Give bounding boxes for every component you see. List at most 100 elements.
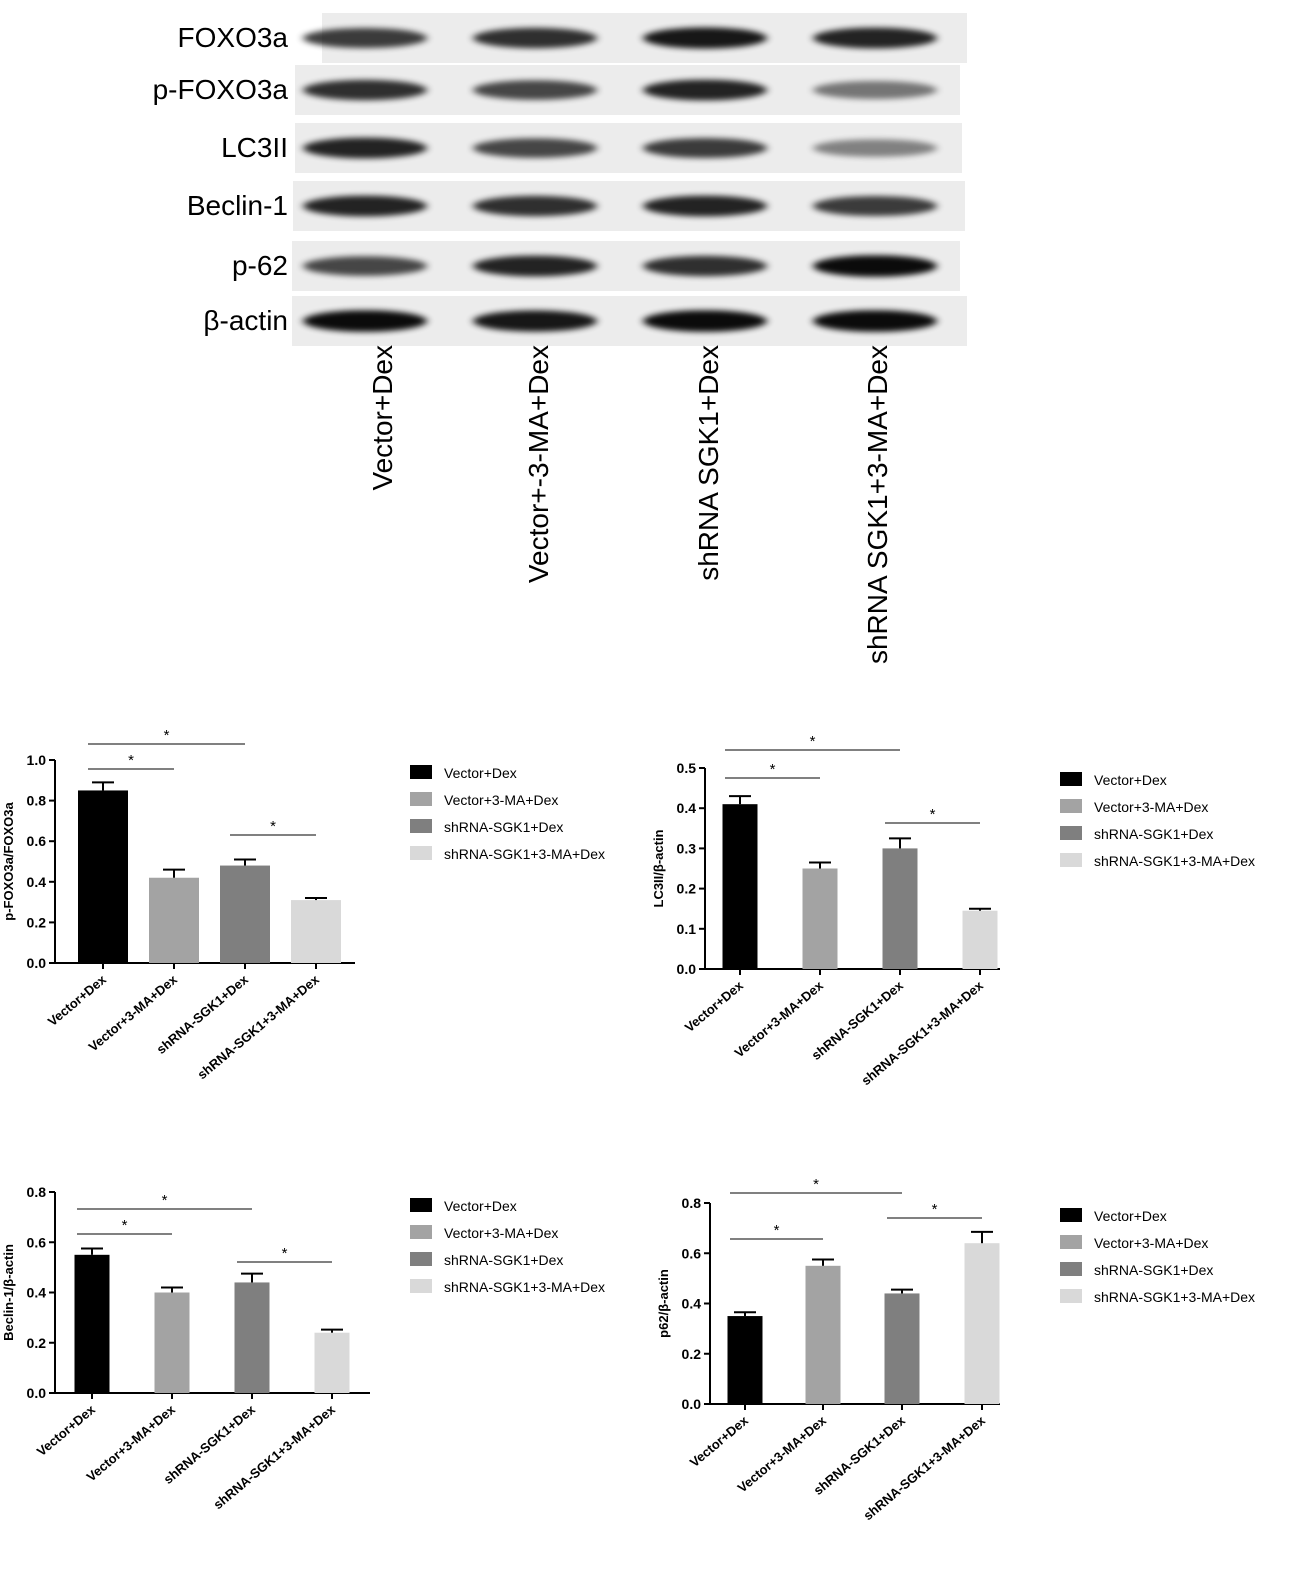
band: [643, 310, 767, 332]
legend-swatch: [410, 846, 432, 860]
y-axis-label: p62/β-actin: [656, 1269, 671, 1338]
significance-label: *: [930, 806, 936, 823]
y-axis-label: LC3II/β-actin: [651, 829, 666, 907]
legend-label: Vector+Dex: [1094, 772, 1167, 788]
y-tick-label: 1.0: [27, 752, 47, 768]
western-blot: FOXO3a p-FOXO3a LC3II Beclin-1 p-62 β-actin Ve…: [153, 13, 967, 664]
legend-swatch: [410, 1279, 432, 1293]
legend-label: shRNA-SGK1+3-MA+Dex: [444, 1279, 605, 1295]
legend-label: shRNA-SGK1+3-MA+Dex: [1094, 853, 1255, 869]
bar: [291, 900, 341, 963]
legend-label: Vector+3-MA+Dex: [1094, 799, 1208, 815]
significance-label: *: [122, 1217, 128, 1234]
y-tick-label: 0.4: [677, 800, 697, 816]
significance-label: *: [774, 1222, 780, 1239]
legend-label: Vector+Dex: [444, 765, 517, 781]
bar: [964, 1243, 1000, 1404]
y-tick-label: 0.6: [27, 1234, 47, 1250]
bar: [962, 910, 998, 969]
significance-label: *: [128, 752, 134, 769]
legend-swatch: [1060, 1262, 1082, 1276]
y-tick-label: 0.6: [682, 1245, 702, 1261]
bar: [154, 1292, 190, 1393]
legend-label: shRNA-SGK1+Dex: [1094, 826, 1213, 842]
bar-charts: 0.0 0.2 0.4 0.6 0.8 1.0 p-FOXO3a/FOXO3a Vector+…: [1, 727, 1255, 1523]
legend-swatch: [1060, 799, 1082, 813]
significance-label: *: [282, 1245, 288, 1262]
x-tick-label: Vector+Dex: [682, 977, 747, 1035]
bar: [882, 848, 918, 969]
band: [643, 255, 767, 277]
x-tick-label: Vector+Dex: [687, 1412, 752, 1470]
legend-label: Vector+3-MA+Dex: [444, 1225, 558, 1241]
bar: [884, 1293, 920, 1404]
band: [813, 310, 937, 332]
blot-row-label: Beclin-1: [187, 190, 288, 221]
legend-swatch: [410, 819, 432, 833]
band: [303, 79, 427, 101]
bar-chart: 0.0 0.2 0.4 0.6 0.8 p62/β-actin Vector+Dex Vect…: [656, 1176, 1255, 1523]
band: [303, 310, 427, 332]
y-tick-label: 0.0: [27, 955, 47, 971]
band: [643, 195, 767, 217]
legend-label: Vector+Dex: [1094, 1208, 1167, 1224]
bar: [805, 1265, 841, 1404]
y-tick-label: 0.8: [682, 1195, 702, 1211]
legend-swatch: [1060, 772, 1082, 786]
y-tick-label: 0.2: [677, 881, 697, 897]
x-tick-label: Vector+Dex: [34, 1401, 99, 1459]
blot-row-label: FOXO3a: [178, 22, 289, 53]
lane-label: shRNA SGK1+Dex: [693, 345, 724, 581]
legend-swatch: [1060, 1235, 1082, 1249]
legend-swatch: [410, 1198, 432, 1212]
band: [303, 137, 427, 159]
significance-label: *: [164, 727, 170, 744]
band: [813, 196, 937, 216]
y-tick-label: 0.2: [682, 1346, 702, 1362]
bar: [78, 790, 128, 963]
significance-label: *: [810, 733, 816, 750]
bar: [314, 1332, 350, 1393]
y-tick-label: 0.3: [677, 840, 697, 856]
y-tick-label: 0.0: [682, 1396, 702, 1412]
blot-row-label: p-FOXO3a: [153, 74, 289, 105]
y-axis-label: Beclin-1/β-actin: [1, 1244, 16, 1341]
legend-swatch: [410, 1225, 432, 1239]
legend-label: shRNA-SGK1+Dex: [1094, 1262, 1213, 1278]
band: [813, 255, 937, 277]
band: [473, 310, 597, 332]
lane-label: Vector+Dex: [367, 345, 398, 491]
band: [473, 80, 597, 100]
significance-label: *: [270, 818, 276, 835]
band: [813, 81, 937, 99]
blot-row-label: β-actin: [203, 305, 288, 336]
legend-label: Vector+3-MA+Dex: [1094, 1235, 1208, 1251]
lane-label: Vector+-3-MA+Dex: [523, 345, 554, 583]
legend-swatch: [410, 765, 432, 779]
y-tick-label: 0.4: [27, 1285, 47, 1301]
x-tick-label: shRNA-SGK1+3-MA+Dex: [194, 971, 322, 1082]
y-tick-label: 0.2: [27, 914, 47, 930]
legend-label: Vector+Dex: [444, 1198, 517, 1214]
bar: [220, 865, 270, 963]
legend-swatch: [1060, 826, 1082, 840]
x-tick-label: Vector+Dex: [45, 971, 110, 1029]
band: [643, 27, 767, 49]
legend-label: shRNA-SGK1+3-MA+Dex: [1094, 1289, 1255, 1305]
bar: [802, 868, 838, 969]
band: [303, 195, 427, 217]
y-tick-label: 0.0: [27, 1385, 47, 1401]
y-axis-label: p-FOXO3a/FOXO3a: [1, 801, 16, 920]
y-tick-label: 0.4: [682, 1296, 702, 1312]
y-tick-label: 0.8: [27, 1184, 47, 1200]
legend-swatch: [1060, 1208, 1082, 1222]
band: [473, 255, 597, 277]
bar: [149, 877, 199, 963]
band: [473, 138, 597, 158]
band: [303, 256, 427, 276]
bar-chart: 0.0 0.2 0.4 0.6 0.8 Beclin-1/β-actin Vector+De…: [1, 1184, 605, 1512]
y-tick-label: 0.5: [677, 760, 697, 776]
significance-label: *: [162, 1192, 168, 1209]
y-tick-label: 0.0: [677, 961, 697, 977]
